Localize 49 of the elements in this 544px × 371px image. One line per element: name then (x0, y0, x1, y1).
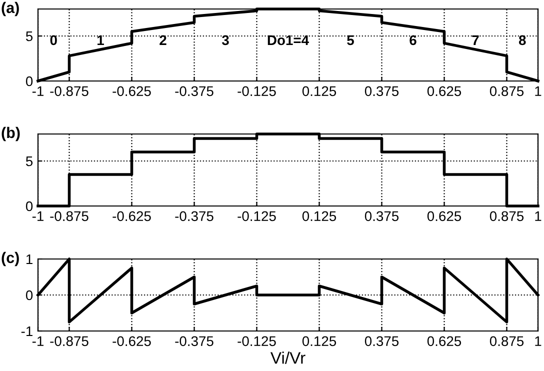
x-tick-label: -1 (32, 211, 44, 221)
x-tick-label: 0.875 (490, 86, 524, 96)
x-tick-label: 0.375 (364, 336, 399, 346)
y-tick-label: 0 (26, 201, 33, 212)
x-tick-label: 0.875 (490, 211, 524, 222)
x-tick-label: 1 (535, 211, 542, 221)
x-tick-label: 0.625 (427, 86, 462, 96)
x-tick-label: -0.125 (238, 211, 276, 222)
x-tick-label: -0.375 (175, 211, 214, 222)
x-tick-label: 1 (535, 336, 542, 346)
chart-title: (c) (2, 252, 19, 266)
x-tick-label: 1 (535, 86, 542, 96)
y-tick-label: 0 (26, 290, 33, 300)
x-tick-label: 0.125 (302, 211, 336, 222)
annotation: 5 (347, 35, 354, 46)
annotation: 1 (98, 35, 104, 45)
y-tick-label: -1 (21, 326, 32, 336)
y-tick-label: 1 (26, 254, 32, 264)
annotation: 7 (472, 35, 479, 45)
x-tick-label: 0.875 (490, 336, 524, 346)
x-tick-label: -1 (32, 336, 44, 346)
x-tick-label: -0.625 (112, 336, 151, 346)
x-axis-title: Vi/Vr (270, 352, 306, 364)
x-tick-label: 0.375 (364, 86, 399, 96)
x-tick-label: -1 (32, 86, 44, 96)
chart-title: (a) (2, 2, 19, 16)
x-tick-label: 0.125 (302, 86, 336, 96)
y-tick-label: 0 (26, 76, 33, 86)
x-tick-label: 0.625 (427, 336, 462, 346)
y-tick-label: 5 (26, 31, 33, 42)
chart-title: (b) (2, 126, 20, 142)
x-tick-label: -0.875 (50, 336, 88, 346)
annotation: 8 (518, 35, 526, 46)
x-tick-label: 0.125 (302, 336, 336, 346)
x-tick-label: -0.125 (238, 86, 276, 96)
annotation: 6 (410, 35, 416, 46)
y-tick-label: 5 (26, 156, 33, 166)
x-tick-label: -0.875 (50, 211, 88, 222)
x-tick-label: 0.375 (364, 211, 399, 222)
x-tick-label: -0.875 (50, 86, 88, 96)
annotation: Do1=4 (268, 35, 309, 46)
x-tick-label: -0.375 (175, 86, 214, 96)
x-tick-label: -0.375 (175, 336, 214, 346)
x-tick-label: -0.125 (238, 336, 276, 346)
annotation: 0 (50, 35, 57, 46)
annotation: 2 (160, 35, 166, 45)
x-tick-label: -0.625 (112, 86, 151, 96)
x-tick-label: 0.625 (427, 211, 462, 222)
x-tick-label: -0.625 (112, 211, 151, 222)
